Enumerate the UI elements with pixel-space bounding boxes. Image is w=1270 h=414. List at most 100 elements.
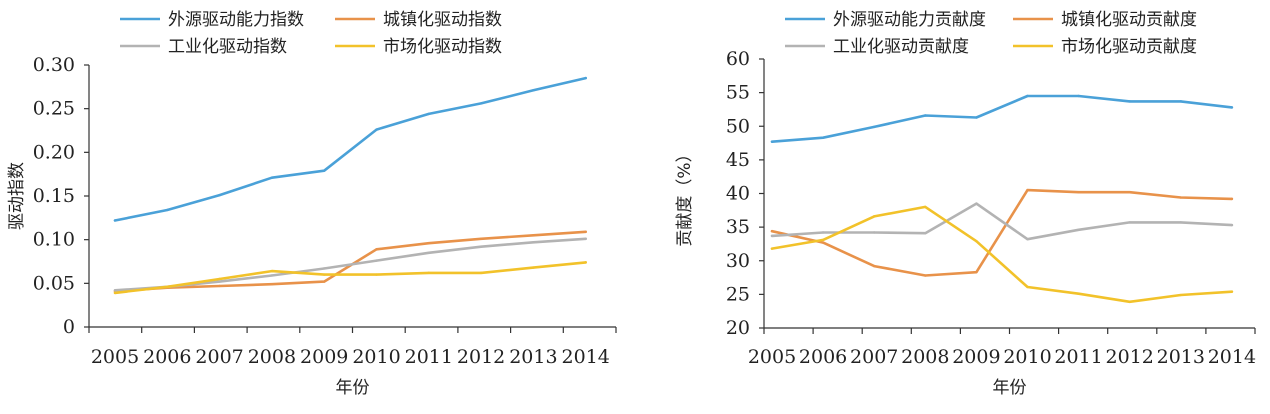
series-point-0: [218, 193, 221, 197]
series-point-3: [1179, 293, 1183, 297]
x-tick-label: 2008: [248, 346, 296, 368]
series-point-3: [1230, 290, 1234, 293]
series-point-0: [1128, 100, 1131, 103]
series-point-3: [166, 285, 169, 289]
series-point-2: [821, 231, 825, 234]
series-point-2: [770, 234, 774, 238]
series-point-1: [1179, 196, 1183, 199]
series-point-3: [375, 273, 378, 276]
legend-label: 外源驱动能力贡献度: [833, 10, 986, 30]
series-line-1: [113, 230, 588, 293]
series-point-3: [270, 269, 274, 273]
x-tick-label: 2006: [143, 346, 191, 368]
series-point-0: [166, 208, 169, 212]
series-point-1: [1128, 190, 1131, 194]
y-axis-title: 贡献度（%）: [675, 145, 695, 246]
series-point-2: [218, 280, 221, 283]
series-point-3: [821, 238, 825, 242]
series-point-3: [218, 277, 221, 281]
series-point-2: [532, 241, 535, 244]
series-point-0: [375, 128, 378, 131]
series-point-1: [427, 241, 430, 245]
x-tick-label: 2012: [457, 346, 505, 368]
x-tick-label: 2005: [748, 346, 796, 368]
series-point-1: [1230, 197, 1234, 201]
y-tick-label: 25: [726, 283, 750, 305]
x-tick-label: 2010: [1003, 346, 1051, 368]
legend-label: 工业化驱动指数: [168, 37, 287, 57]
series-point-0: [975, 116, 978, 119]
series-point-3: [113, 291, 117, 295]
series-point-0: [1230, 106, 1234, 109]
y-tick-label: 30: [726, 250, 750, 272]
series-point-3: [975, 240, 978, 243]
series-point-3: [584, 261, 587, 264]
series-point-1: [975, 270, 978, 274]
legend-label: 城镇化驱动指数: [383, 10, 502, 30]
x-tick-label: 2014: [562, 346, 610, 368]
series-point-3: [323, 273, 326, 276]
series-point-0: [821, 136, 825, 139]
series-point-1: [375, 248, 378, 251]
legend-label: 工业化驱动贡献度: [833, 37, 969, 57]
series-point-0: [1179, 100, 1183, 103]
series-point-3: [770, 247, 774, 250]
series-point-1: [924, 274, 927, 277]
series-point-1: [873, 264, 876, 268]
y-axis-title: 驱动指数: [7, 162, 27, 230]
y-tick-label: 0.20: [33, 141, 75, 163]
series-point-3: [532, 266, 535, 269]
x-tick-label: 2014: [1208, 346, 1256, 368]
series-point-3: [1128, 300, 1131, 303]
x-tick-label: 2009: [952, 346, 1000, 368]
y-tick-label: 0.10: [33, 229, 75, 251]
series-point-0: [873, 125, 876, 129]
series-point-2: [1179, 221, 1183, 224]
series-point-2: [1230, 223, 1234, 227]
series-point-1: [821, 241, 825, 244]
series-point-0: [924, 114, 927, 117]
series-point-2: [584, 237, 587, 240]
series-point-2: [924, 231, 927, 235]
y-tick-label: 0: [63, 316, 75, 338]
series-point-1: [770, 229, 774, 233]
x-tick-label: 2006: [799, 346, 847, 368]
series-point-3: [1026, 285, 1029, 289]
series-point-2: [1128, 221, 1131, 224]
legend-label: 外源驱动能力指数: [168, 10, 304, 30]
series-point-2: [479, 245, 483, 248]
series-point-1: [532, 234, 535, 237]
series-point-1: [1026, 188, 1029, 192]
x-tick-label: 2011: [1054, 346, 1102, 368]
y-tick-label: 40: [726, 183, 750, 205]
y-tick-label: 60: [726, 48, 750, 70]
series-point-1: [323, 280, 326, 283]
series-point-0: [113, 219, 117, 222]
series-point-0: [532, 89, 535, 92]
series-point-2: [270, 274, 274, 277]
y-tick-label: 0.05: [33, 272, 75, 294]
series-line-3: [770, 205, 1234, 304]
x-tick-label: 2005: [91, 346, 139, 368]
series-point-2: [1077, 228, 1080, 232]
series-point-1: [1077, 190, 1080, 194]
y-tick-label: 0.15: [33, 185, 75, 207]
y-tick-label: 50: [726, 115, 750, 137]
series-point-2: [375, 259, 378, 262]
x-tick-label: 2010: [352, 346, 400, 368]
series-point-3: [924, 205, 927, 209]
series-point-3: [427, 271, 430, 275]
series-point-3: [873, 215, 876, 218]
series-line-0: [770, 94, 1234, 143]
x-tick-label: 2013: [509, 346, 557, 368]
series-point-1: [584, 230, 587, 234]
series-point-3: [1077, 292, 1080, 295]
series-point-0: [770, 140, 774, 143]
x-tick-label: 2009: [300, 346, 348, 368]
y-tick-label: 55: [726, 82, 750, 104]
legend-label: 市场化驱动指数: [383, 37, 502, 57]
series-point-0: [479, 102, 483, 105]
